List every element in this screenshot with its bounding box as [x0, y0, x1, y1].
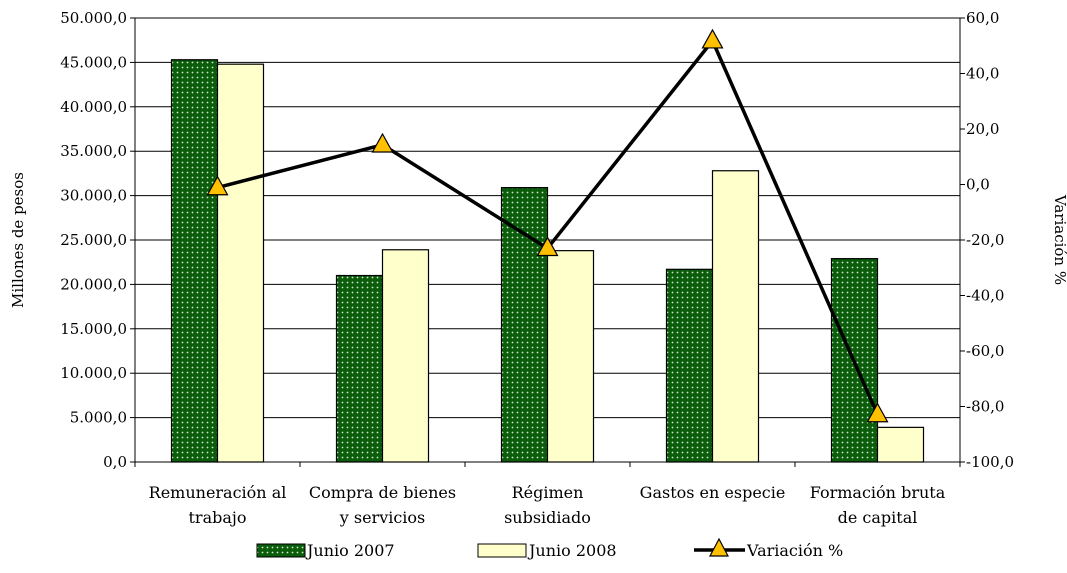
y-axis-title: Millones de pesos [9, 172, 27, 308]
labels: 0,0 5.000,0 10.000,0 15.000,0 20.000,0 25.000… [9, 9, 1067, 527]
variation-marker [536, 236, 559, 257]
legend: Junio 2007 Junio 2008 Variación % [256, 537, 843, 560]
x-category-label: Compra de bienes [309, 483, 456, 502]
y-tick-label: 25.000,0 [60, 231, 127, 249]
y2-tick-label: -20,0 [966, 231, 1004, 249]
y-tick-label: 40.000,0 [60, 98, 127, 116]
x-category-label: Formación bruta [810, 483, 946, 502]
y-tick-label: 10.000,0 [60, 364, 127, 382]
x-category-label: Régimen [512, 483, 584, 502]
y2-tick-label: 60,0 [966, 9, 999, 27]
y2-tick-label: 20,0 [966, 120, 999, 138]
y2-tick-label: -40,0 [966, 287, 1004, 305]
bar-junio-2007 [170, 59, 219, 463]
x-category-label: Remuneración al [149, 483, 287, 502]
bar-junio-2008 [876, 426, 925, 463]
y2-axis-title: Variación % [1051, 194, 1067, 285]
x-category-label: trabajo [189, 508, 247, 527]
bar-junio-2008 [381, 249, 430, 463]
y-tick-label: 35.000,0 [60, 142, 127, 160]
y2-tick-label: -80,0 [966, 398, 1004, 416]
legend-marker-variacion [709, 537, 729, 557]
variation-marker [206, 175, 229, 196]
y-tick-label: 30.000,0 [60, 187, 127, 205]
y-tick-label: 45.000,0 [60, 53, 127, 71]
legend-swatch-junio-2007 [256, 543, 306, 558]
legend-label-variacion: Variación % [746, 541, 843, 560]
variation-marker [701, 28, 724, 49]
y2-tick-label: 40,0 [966, 65, 999, 83]
x-category-label: subsidiado [504, 508, 591, 527]
bar-junio-2008 [546, 250, 595, 463]
y2-tick-label: -100,0 [966, 453, 1014, 471]
bar-junio-2008 [216, 63, 265, 463]
x-category-label: y servicios [339, 508, 426, 527]
y-tick-label: 15.000,0 [60, 320, 127, 338]
y2-tick-label: -60,0 [966, 342, 1004, 360]
y-tick-label: 0,0 [103, 453, 127, 471]
legend-swatch-junio-2008 [477, 543, 527, 558]
variation-marker [866, 402, 889, 423]
y-tick-label: 50.000,0 [60, 9, 127, 27]
variation-line [206, 28, 889, 423]
bar-junio-2007 [665, 268, 714, 463]
y2-tick-label: 0,0 [966, 176, 990, 194]
bar-junio-2007 [335, 274, 384, 463]
x-category-label: Gastos en especie [640, 483, 786, 502]
bar-junio-2007 [500, 187, 549, 463]
x-category-label: de capital [838, 508, 918, 527]
y-tick-label: 20.000,0 [60, 275, 127, 293]
bar-junio-2008 [711, 170, 760, 463]
bars [170, 59, 925, 463]
variation-marker [371, 132, 394, 153]
axes [130, 17, 965, 467]
legend-label-junio-2008: Junio 2008 [527, 541, 617, 560]
y-tick-label: 5.000,0 [70, 409, 127, 427]
legend-label-junio-2007: Junio 2007 [305, 541, 395, 560]
